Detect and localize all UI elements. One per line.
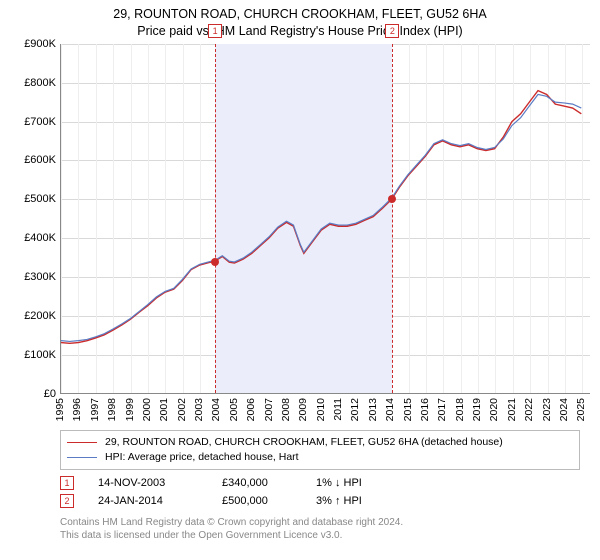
x-tick-label: 2013	[367, 398, 379, 421]
sale-point-dot	[211, 258, 219, 266]
sale-point-dot	[388, 195, 396, 203]
x-tick-label: 2012	[349, 398, 361, 421]
sale-row: 1 14-NOV-2003 £340,000 1% ↓ HPI	[60, 476, 580, 490]
series-blue	[61, 94, 581, 341]
x-tick-label: 2004	[210, 398, 222, 421]
x-tick-label: 2006	[245, 398, 257, 421]
chart-area: £0£100K£200K£300K£400K£500K£600K£700K£80…	[10, 44, 590, 394]
x-tick-label: 2014	[384, 398, 396, 421]
sale-hpi-delta: 1% ↓ HPI	[316, 477, 362, 489]
x-tick-label: 2022	[523, 398, 535, 421]
sale-date: 14-NOV-2003	[98, 477, 198, 489]
x-tick-label: 2018	[454, 398, 466, 421]
x-tick-label: 2008	[280, 398, 292, 421]
title-address: 29, ROUNTON ROAD, CHURCH CROOKHAM, FLEET…	[10, 6, 590, 23]
x-tick-label: 1999	[124, 398, 136, 421]
sale-date: 24-JAN-2014	[98, 495, 198, 507]
line-series	[61, 44, 590, 393]
sale-price: £500,000	[222, 495, 292, 507]
x-tick-label: 2000	[141, 398, 153, 421]
title-block: 29, ROUNTON ROAD, CHURCH CROOKHAM, FLEET…	[10, 6, 590, 40]
x-axis: 1995199619971998199920002001200220032004…	[60, 394, 590, 428]
footer: Contains HM Land Registry data © Crown c…	[60, 516, 580, 542]
sale-row: 2 24-JAN-2014 £500,000 3% ↑ HPI	[60, 494, 580, 508]
sale-hpi-delta: 3% ↑ HPI	[316, 495, 362, 507]
y-tick-label: £800K	[24, 77, 56, 89]
x-tick-label: 2023	[541, 398, 553, 421]
sale-marker-box: 2	[385, 24, 399, 38]
y-tick-label: £200K	[24, 310, 56, 322]
y-tick-label: £600K	[24, 154, 56, 166]
x-tick-label: 2003	[193, 398, 205, 421]
legend: 29, ROUNTON ROAD, CHURCH CROOKHAM, FLEET…	[60, 430, 580, 470]
y-tick-label: £400K	[24, 232, 56, 244]
legend-swatch	[67, 457, 97, 458]
y-tick-label: £300K	[24, 271, 56, 283]
x-tick-label: 2016	[419, 398, 431, 421]
x-tick-label: 2021	[506, 398, 518, 421]
legend-row: 29, ROUNTON ROAD, CHURCH CROOKHAM, FLEET…	[67, 435, 573, 450]
footer-line-1: Contains HM Land Registry data © Crown c…	[60, 516, 580, 529]
x-tick-label: 2011	[332, 398, 344, 421]
x-tick-label: 2015	[402, 398, 414, 421]
sale-index-box: 1	[60, 476, 74, 490]
y-tick-label: £500K	[24, 193, 56, 205]
x-tick-label: 2005	[228, 398, 240, 421]
sale-marker-box: 1	[208, 24, 222, 38]
x-tick-label: 2002	[176, 398, 188, 421]
x-tick-label: 2007	[263, 398, 275, 421]
series-red	[61, 90, 581, 343]
sale-index-box: 2	[60, 494, 74, 508]
plot-area: 12	[60, 44, 590, 394]
sale-price: £340,000	[222, 477, 292, 489]
x-tick-label: 1995	[54, 398, 66, 421]
sales-table: 1 14-NOV-2003 £340,000 1% ↓ HPI 2 24-JAN-2014…	[60, 476, 580, 512]
legend-label: HPI: Average price, detached house, Hart	[105, 450, 299, 465]
footer-line-2: This data is licensed under the Open Gov…	[60, 529, 580, 542]
y-axis: £0£100K£200K£300K£400K£500K£600K£700K£80…	[10, 44, 60, 394]
x-tick-label: 2020	[488, 398, 500, 421]
y-tick-label: £100K	[24, 349, 56, 361]
x-tick-label: 2024	[558, 398, 570, 421]
x-tick-label: 2017	[436, 398, 448, 421]
x-tick-label: 2001	[158, 398, 170, 421]
legend-swatch	[67, 442, 97, 443]
y-tick-label: £900K	[24, 38, 56, 50]
x-tick-label: 2010	[315, 398, 327, 421]
legend-row: HPI: Average price, detached house, Hart	[67, 450, 573, 465]
x-tick-label: 2025	[575, 398, 587, 421]
x-tick-label: 2019	[471, 398, 483, 421]
chart-container: 29, ROUNTON ROAD, CHURCH CROOKHAM, FLEET…	[0, 0, 600, 560]
legend-label: 29, ROUNTON ROAD, CHURCH CROOKHAM, FLEET…	[105, 435, 503, 450]
x-tick-label: 1997	[89, 398, 101, 421]
y-tick-label: £700K	[24, 116, 56, 128]
x-tick-label: 1996	[71, 398, 83, 421]
x-tick-label: 1998	[106, 398, 118, 421]
x-tick-label: 2009	[297, 398, 309, 421]
title-subtitle: Price paid vs. HM Land Registry's House …	[10, 23, 590, 40]
